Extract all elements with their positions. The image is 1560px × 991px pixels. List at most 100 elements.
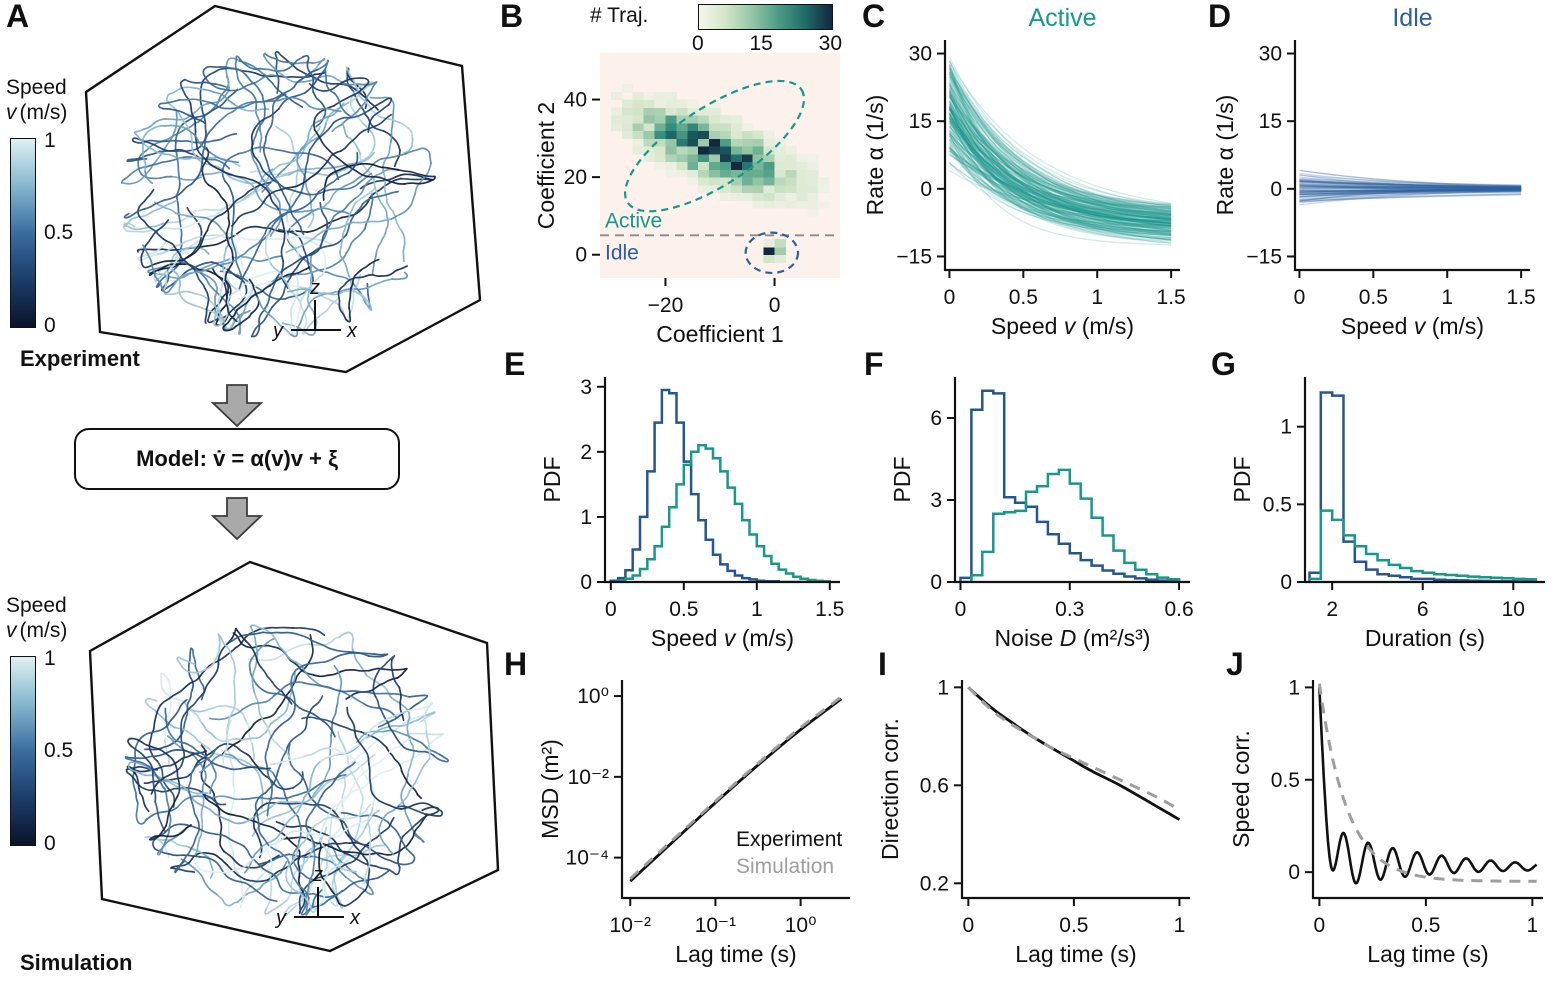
chart-coefficients-heatmap: Active Idle −20 0 0 20 40 Coefficient 1 Coeffici… [533, 53, 840, 347]
colorbar-tick: 1 [44, 646, 56, 670]
colorbar-experiment: Speed v (m/s) 1 0.5 0 [6, 76, 116, 337]
svg-text:10⁻²: 10⁻² [610, 914, 651, 937]
svg-text:0: 0 [930, 571, 942, 594]
svg-text:1: 1 [751, 598, 763, 621]
colorbar-tick: 0.5 [44, 738, 74, 762]
panel-label-d: D [1208, 0, 1232, 34]
svg-text:0: 0 [769, 294, 781, 317]
colorbar-units: v (m/s) [6, 101, 116, 126]
experiment-trajectory-plot: z y x [84, 4, 482, 374]
svg-text:Simulation: Simulation [736, 855, 834, 878]
colorbar-body: 1 0.5 0 [6, 647, 116, 855]
svg-text:0: 0 [1270, 178, 1282, 201]
svg-text:20: 20 [564, 166, 587, 189]
svg-text:1: 1 [1288, 676, 1300, 699]
colorbar-body: 1 0.5 0 [6, 129, 116, 337]
model-equation: Model: v̇ = α(v)v + ξ [136, 446, 338, 471]
svg-text:0: 0 [605, 598, 617, 621]
chart-direction-corr: 0 0.5 1 0.2 0.6 1 Lag time (s) Direction corr. [877, 676, 1190, 967]
svg-text:0: 0 [575, 244, 587, 267]
svg-text:Coefficient 2: Coefficient 2 [533, 102, 559, 229]
colorbar-tick: 1 [44, 128, 56, 152]
down-arrow-icon [210, 497, 264, 541]
svg-text:1: 1 [580, 506, 592, 529]
svg-text:PDF: PDF [1229, 457, 1255, 503]
svg-text:Lag time (s): Lag time (s) [1367, 941, 1488, 967]
svg-text:x: x [346, 320, 358, 342]
colorbar-simulation: Speed v (m/s) 1 0.5 0 [6, 594, 116, 855]
svg-text:1: 1 [1174, 914, 1186, 937]
speed-symbol: v [6, 100, 17, 124]
svg-text:10⁻⁴: 10⁻⁴ [566, 847, 609, 870]
svg-text:15: 15 [1259, 110, 1282, 133]
svg-text:0: 0 [580, 571, 592, 594]
svg-text:10: 10 [1502, 598, 1525, 621]
svg-text:Speed v (m/s): Speed v (m/s) [991, 313, 1134, 339]
svg-text:x: x [349, 907, 361, 929]
chart-noise-pdf: 0 0.3 0.6 0 3 6 Noise D (m²/s³) PDF [889, 377, 1194, 651]
colorbar-units: v (m/s) [6, 619, 116, 644]
svg-text:Experiment: Experiment [736, 828, 842, 851]
svg-text:Speed corr.: Speed corr. [1228, 730, 1254, 848]
speed-unit: (m/s) [19, 100, 68, 124]
svg-text:3: 3 [580, 376, 592, 399]
svg-text:2: 2 [580, 441, 592, 464]
svg-text:Rate α (1/s): Rate α (1/s) [862, 95, 888, 216]
svg-text:−15: −15 [1246, 245, 1282, 268]
svg-text:Rate α (1/s): Rate α (1/s) [1212, 95, 1238, 216]
traj-colorbar-tick: 0 [692, 32, 704, 55]
speed-symbol: v [6, 618, 17, 642]
svg-text:10⁰: 10⁰ [785, 914, 817, 937]
speed-unit: (m/s) [19, 618, 68, 642]
colorbar-tick: 0.5 [44, 220, 74, 244]
simulation-trajectory-plot: z y x [88, 560, 500, 953]
svg-text:0.6: 0.6 [920, 774, 949, 797]
svg-text:0.5: 0.5 [1359, 286, 1388, 309]
svg-text:40: 40 [564, 89, 587, 112]
svg-text:10⁰: 10⁰ [577, 685, 609, 708]
svg-text:Lag time (s): Lag time (s) [1015, 941, 1136, 967]
svg-text:1: 1 [1091, 286, 1103, 309]
model-equation-box: Model: v̇ = α(v)v + ξ [74, 428, 400, 490]
svg-text:1.5: 1.5 [1157, 286, 1186, 309]
svg-text:1: 1 [937, 676, 949, 699]
svg-text:y: y [271, 320, 284, 342]
svg-text:Idle: Idle [1392, 4, 1432, 32]
chart-rate-idle: 0 0.5 1 1.5 30 15 0 −15 Speed v (m/s) Rate α (1/s… [1212, 4, 1536, 339]
panel-label-j: J [1226, 646, 1244, 682]
chart-speed-pdf: 0 0.5 1 1.5 0 1 2 3 Speed v (m/s) PDF [539, 376, 844, 651]
svg-text:Noise D (m²/s³): Noise D (m²/s³) [995, 625, 1151, 651]
panel-label-b: B [500, 0, 524, 34]
svg-text:y: y [274, 907, 287, 929]
svg-text:PDF: PDF [539, 457, 565, 503]
svg-text:0.5: 0.5 [669, 598, 698, 621]
traj-colorbar-ticks: 0 15 30 [692, 32, 842, 56]
svg-text:z: z [309, 277, 320, 299]
svg-text:Active: Active [1028, 4, 1096, 32]
svg-text:z: z [312, 864, 323, 886]
svg-text:0: 0 [962, 914, 974, 937]
svg-text:0: 0 [1288, 861, 1300, 884]
simulation-label: Simulation [20, 950, 133, 975]
chart-speed-corr: 0 0.5 1 0 0.5 1 Lag time (s) Speed corr. [1228, 676, 1543, 967]
colorbar-tick: 0 [44, 831, 56, 855]
svg-text:0: 0 [944, 286, 956, 309]
svg-text:15: 15 [909, 110, 932, 133]
svg-text:0.5: 0.5 [1059, 914, 1088, 937]
flow-arrow-2 [210, 497, 264, 541]
svg-text:Active: Active [605, 209, 662, 232]
traj-colorbar-tick: 15 [749, 32, 773, 55]
svg-text:6: 6 [1417, 598, 1429, 621]
svg-text:0.5: 0.5 [1411, 914, 1440, 937]
svg-text:0: 0 [1280, 571, 1292, 594]
svg-text:Idle: Idle [605, 241, 639, 264]
svg-text:0.2: 0.2 [920, 872, 949, 895]
svg-text:0.5: 0.5 [1009, 286, 1038, 309]
svg-text:PDF: PDF [889, 457, 915, 503]
svg-text:6: 6 [930, 407, 942, 430]
svg-text:Speed v (m/s): Speed v (m/s) [1341, 313, 1484, 339]
svg-text:Duration (s): Duration (s) [1365, 625, 1485, 651]
svg-text:1: 1 [1441, 286, 1453, 309]
panel-label-i: I [878, 646, 887, 682]
